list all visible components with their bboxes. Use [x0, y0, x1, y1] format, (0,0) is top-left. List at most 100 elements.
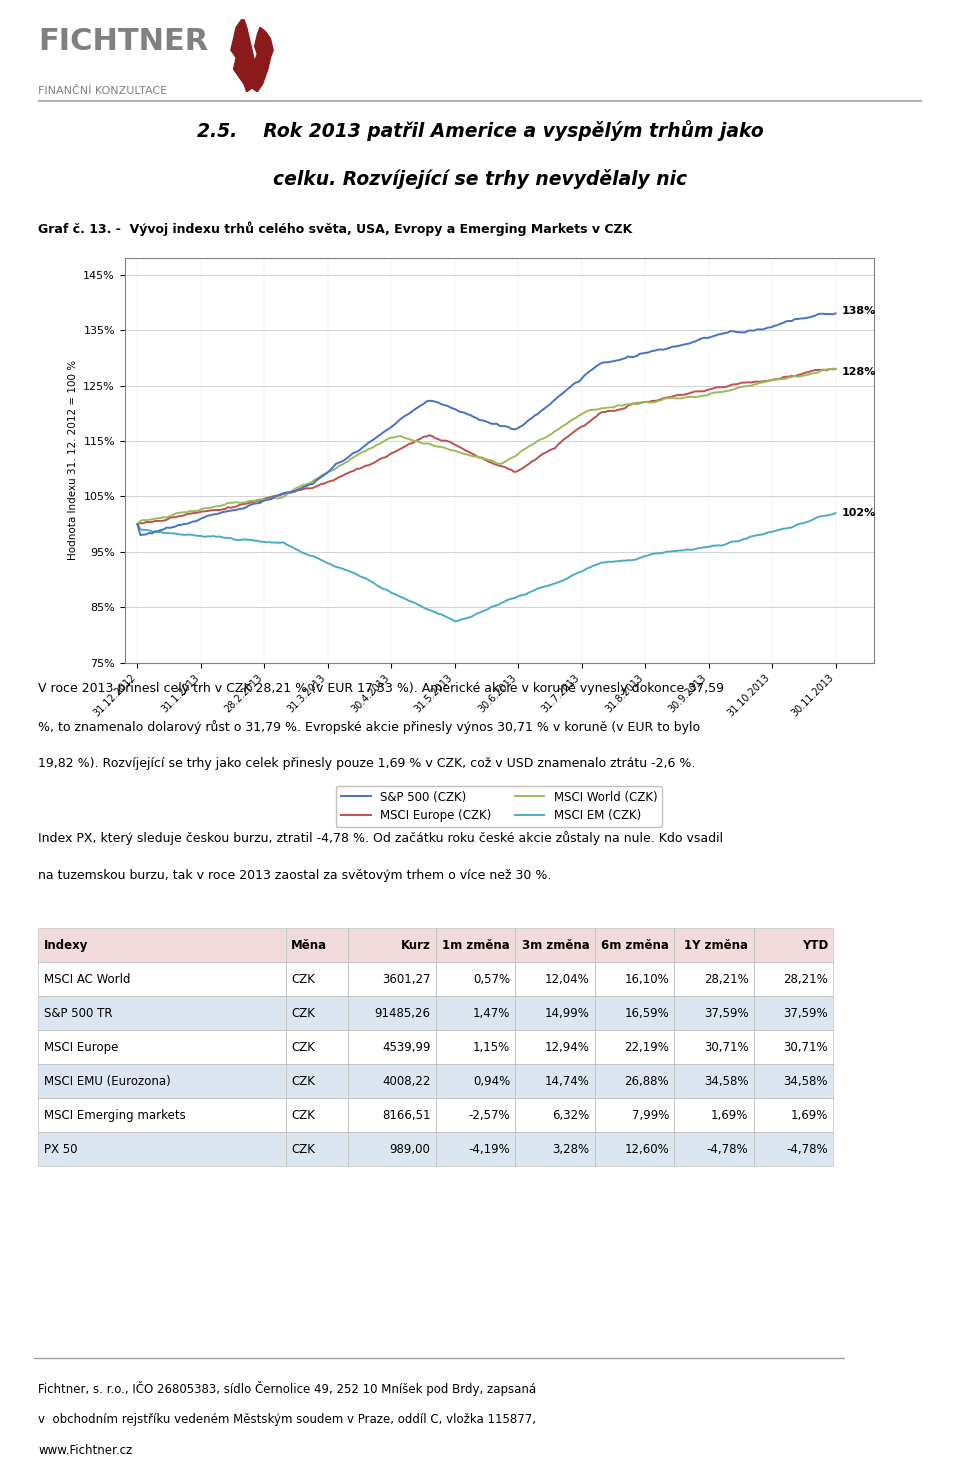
Bar	[674, 1132, 754, 1166]
Bar	[516, 1064, 595, 1099]
Text: 16,59%: 16,59%	[624, 1007, 669, 1020]
Text: 12,04%: 12,04%	[544, 973, 589, 985]
Bar	[38, 1132, 286, 1166]
Text: MSCI AC World: MSCI AC World	[44, 973, 131, 985]
Bar	[595, 1064, 674, 1099]
Text: -4,78%: -4,78%	[707, 1142, 749, 1155]
Text: 3,28%: 3,28%	[552, 1142, 589, 1155]
Text: 14,99%: 14,99%	[544, 1007, 589, 1020]
Bar	[38, 928, 286, 962]
Bar	[595, 997, 674, 1030]
Text: -4,78%: -4,78%	[786, 1142, 828, 1155]
Bar	[348, 962, 436, 997]
Text: 0,94%: 0,94%	[472, 1075, 510, 1087]
Text: 4539,99: 4539,99	[382, 1040, 430, 1053]
Bar	[286, 997, 348, 1030]
Bar	[516, 962, 595, 997]
Text: 26,88%: 26,88%	[624, 1075, 669, 1087]
Text: -4,19%: -4,19%	[468, 1142, 510, 1155]
Text: YTD: YTD	[802, 938, 828, 951]
Text: Měna: Měna	[291, 938, 327, 951]
Text: 7,99%: 7,99%	[632, 1109, 669, 1122]
Bar	[286, 962, 348, 997]
Text: MSCI Emerging markets: MSCI Emerging markets	[44, 1109, 185, 1122]
Bar	[674, 928, 754, 962]
Text: CZK: CZK	[291, 1142, 315, 1155]
Bar	[754, 928, 833, 962]
Legend: S&P 500 (CZK), MSCI Europe (CZK), MSCI World (CZK), MSCI EM (CZK): S&P 500 (CZK), MSCI Europe (CZK), MSCI W…	[336, 785, 662, 828]
Text: S&P 500 TR: S&P 500 TR	[44, 1007, 112, 1020]
Text: 14,74%: 14,74%	[544, 1075, 589, 1087]
Text: CZK: CZK	[291, 1109, 315, 1122]
Text: MSCI EMU (Eurozona): MSCI EMU (Eurozona)	[44, 1075, 171, 1087]
Bar	[286, 1132, 348, 1166]
Text: 128%: 128%	[842, 367, 876, 377]
Bar	[595, 928, 674, 962]
Text: 19,82 %). Rozvíjející se trhy jako celek přinesly pouze 1,69 % v CZK, což v USD : 19,82 %). Rozvíjející se trhy jako celek…	[38, 756, 696, 769]
Text: 37,59%: 37,59%	[704, 1007, 749, 1020]
Bar	[348, 1099, 436, 1132]
Text: CZK: CZK	[291, 1075, 315, 1087]
Text: %, to znamenalo dolarový růst o 31,79 %. Evropské akcie přinesly výnos 30,71 % v: %, to znamenalo dolarový růst o 31,79 %.…	[38, 720, 701, 733]
Text: 8166,51: 8166,51	[382, 1109, 430, 1122]
Bar	[348, 1132, 436, 1166]
Text: FICHTNER: FICHTNER	[38, 28, 208, 57]
Bar	[754, 1030, 833, 1064]
Bar	[348, 1030, 436, 1064]
Text: www.Fichtner.cz: www.Fichtner.cz	[38, 1444, 132, 1457]
Text: 2.5.    Rok 2013 patřil Americe a vyspělým trhům jako: 2.5. Rok 2013 patřil Americe a vyspělým …	[197, 119, 763, 141]
Bar	[348, 1064, 436, 1099]
Bar	[754, 1132, 833, 1166]
Bar	[436, 1099, 516, 1132]
Bar	[595, 1099, 674, 1132]
Text: 28,21%: 28,21%	[704, 973, 749, 985]
Text: 1,15%: 1,15%	[472, 1040, 510, 1053]
Bar	[595, 962, 674, 997]
Text: 22,19%: 22,19%	[624, 1040, 669, 1053]
Text: FINANČNÍ KONZULTACE: FINANČNÍ KONZULTACE	[38, 86, 168, 96]
Text: 30,71%: 30,71%	[783, 1040, 828, 1053]
Text: 4008,22: 4008,22	[382, 1075, 430, 1087]
Text: 37,59%: 37,59%	[783, 1007, 828, 1020]
Text: -2,57%: -2,57%	[468, 1109, 510, 1122]
Text: 1Y změna: 1Y změna	[684, 938, 749, 951]
Bar	[38, 1030, 286, 1064]
Bar	[674, 1030, 754, 1064]
Text: Index PX, který sleduje českou burzu, ztratil -4,78 %. Od začátku roku české akc: Index PX, který sleduje českou burzu, zt…	[38, 832, 724, 845]
Bar	[38, 1064, 286, 1099]
Text: 1m změna: 1m změna	[443, 938, 510, 951]
Text: 12,94%: 12,94%	[544, 1040, 589, 1053]
Bar	[754, 962, 833, 997]
Bar	[754, 997, 833, 1030]
Text: CZK: CZK	[291, 973, 315, 985]
Bar	[595, 1132, 674, 1166]
Text: MSCI Europe: MSCI Europe	[44, 1040, 118, 1053]
Bar	[286, 1030, 348, 1064]
Bar	[674, 1064, 754, 1099]
Text: CZK: CZK	[291, 1040, 315, 1053]
Bar	[674, 962, 754, 997]
Bar	[38, 1099, 286, 1132]
Text: Graf č. 13. -  Vývoj indexu trhů celého světa, USA, Evropy a Emerging Markets v : Graf č. 13. - Vývoj indexu trhů celého s…	[38, 221, 633, 236]
Text: 28,21%: 28,21%	[783, 973, 828, 985]
Bar	[286, 1099, 348, 1132]
Text: 1,69%: 1,69%	[711, 1109, 749, 1122]
Bar	[286, 1064, 348, 1099]
Bar	[436, 928, 516, 962]
Bar	[436, 997, 516, 1030]
Bar	[516, 997, 595, 1030]
Bar	[436, 1132, 516, 1166]
Bar	[348, 997, 436, 1030]
Bar	[595, 1030, 674, 1064]
Bar	[38, 962, 286, 997]
Bar	[754, 1064, 833, 1099]
Bar	[674, 1099, 754, 1132]
Bar	[436, 1030, 516, 1064]
Polygon shape	[230, 20, 273, 92]
Text: 6,32%: 6,32%	[552, 1109, 589, 1122]
Text: Indexy: Indexy	[44, 938, 88, 951]
Text: 6m změna: 6m změna	[601, 938, 669, 951]
Bar	[516, 1132, 595, 1166]
Bar	[38, 997, 286, 1030]
Text: CZK: CZK	[291, 1007, 315, 1020]
